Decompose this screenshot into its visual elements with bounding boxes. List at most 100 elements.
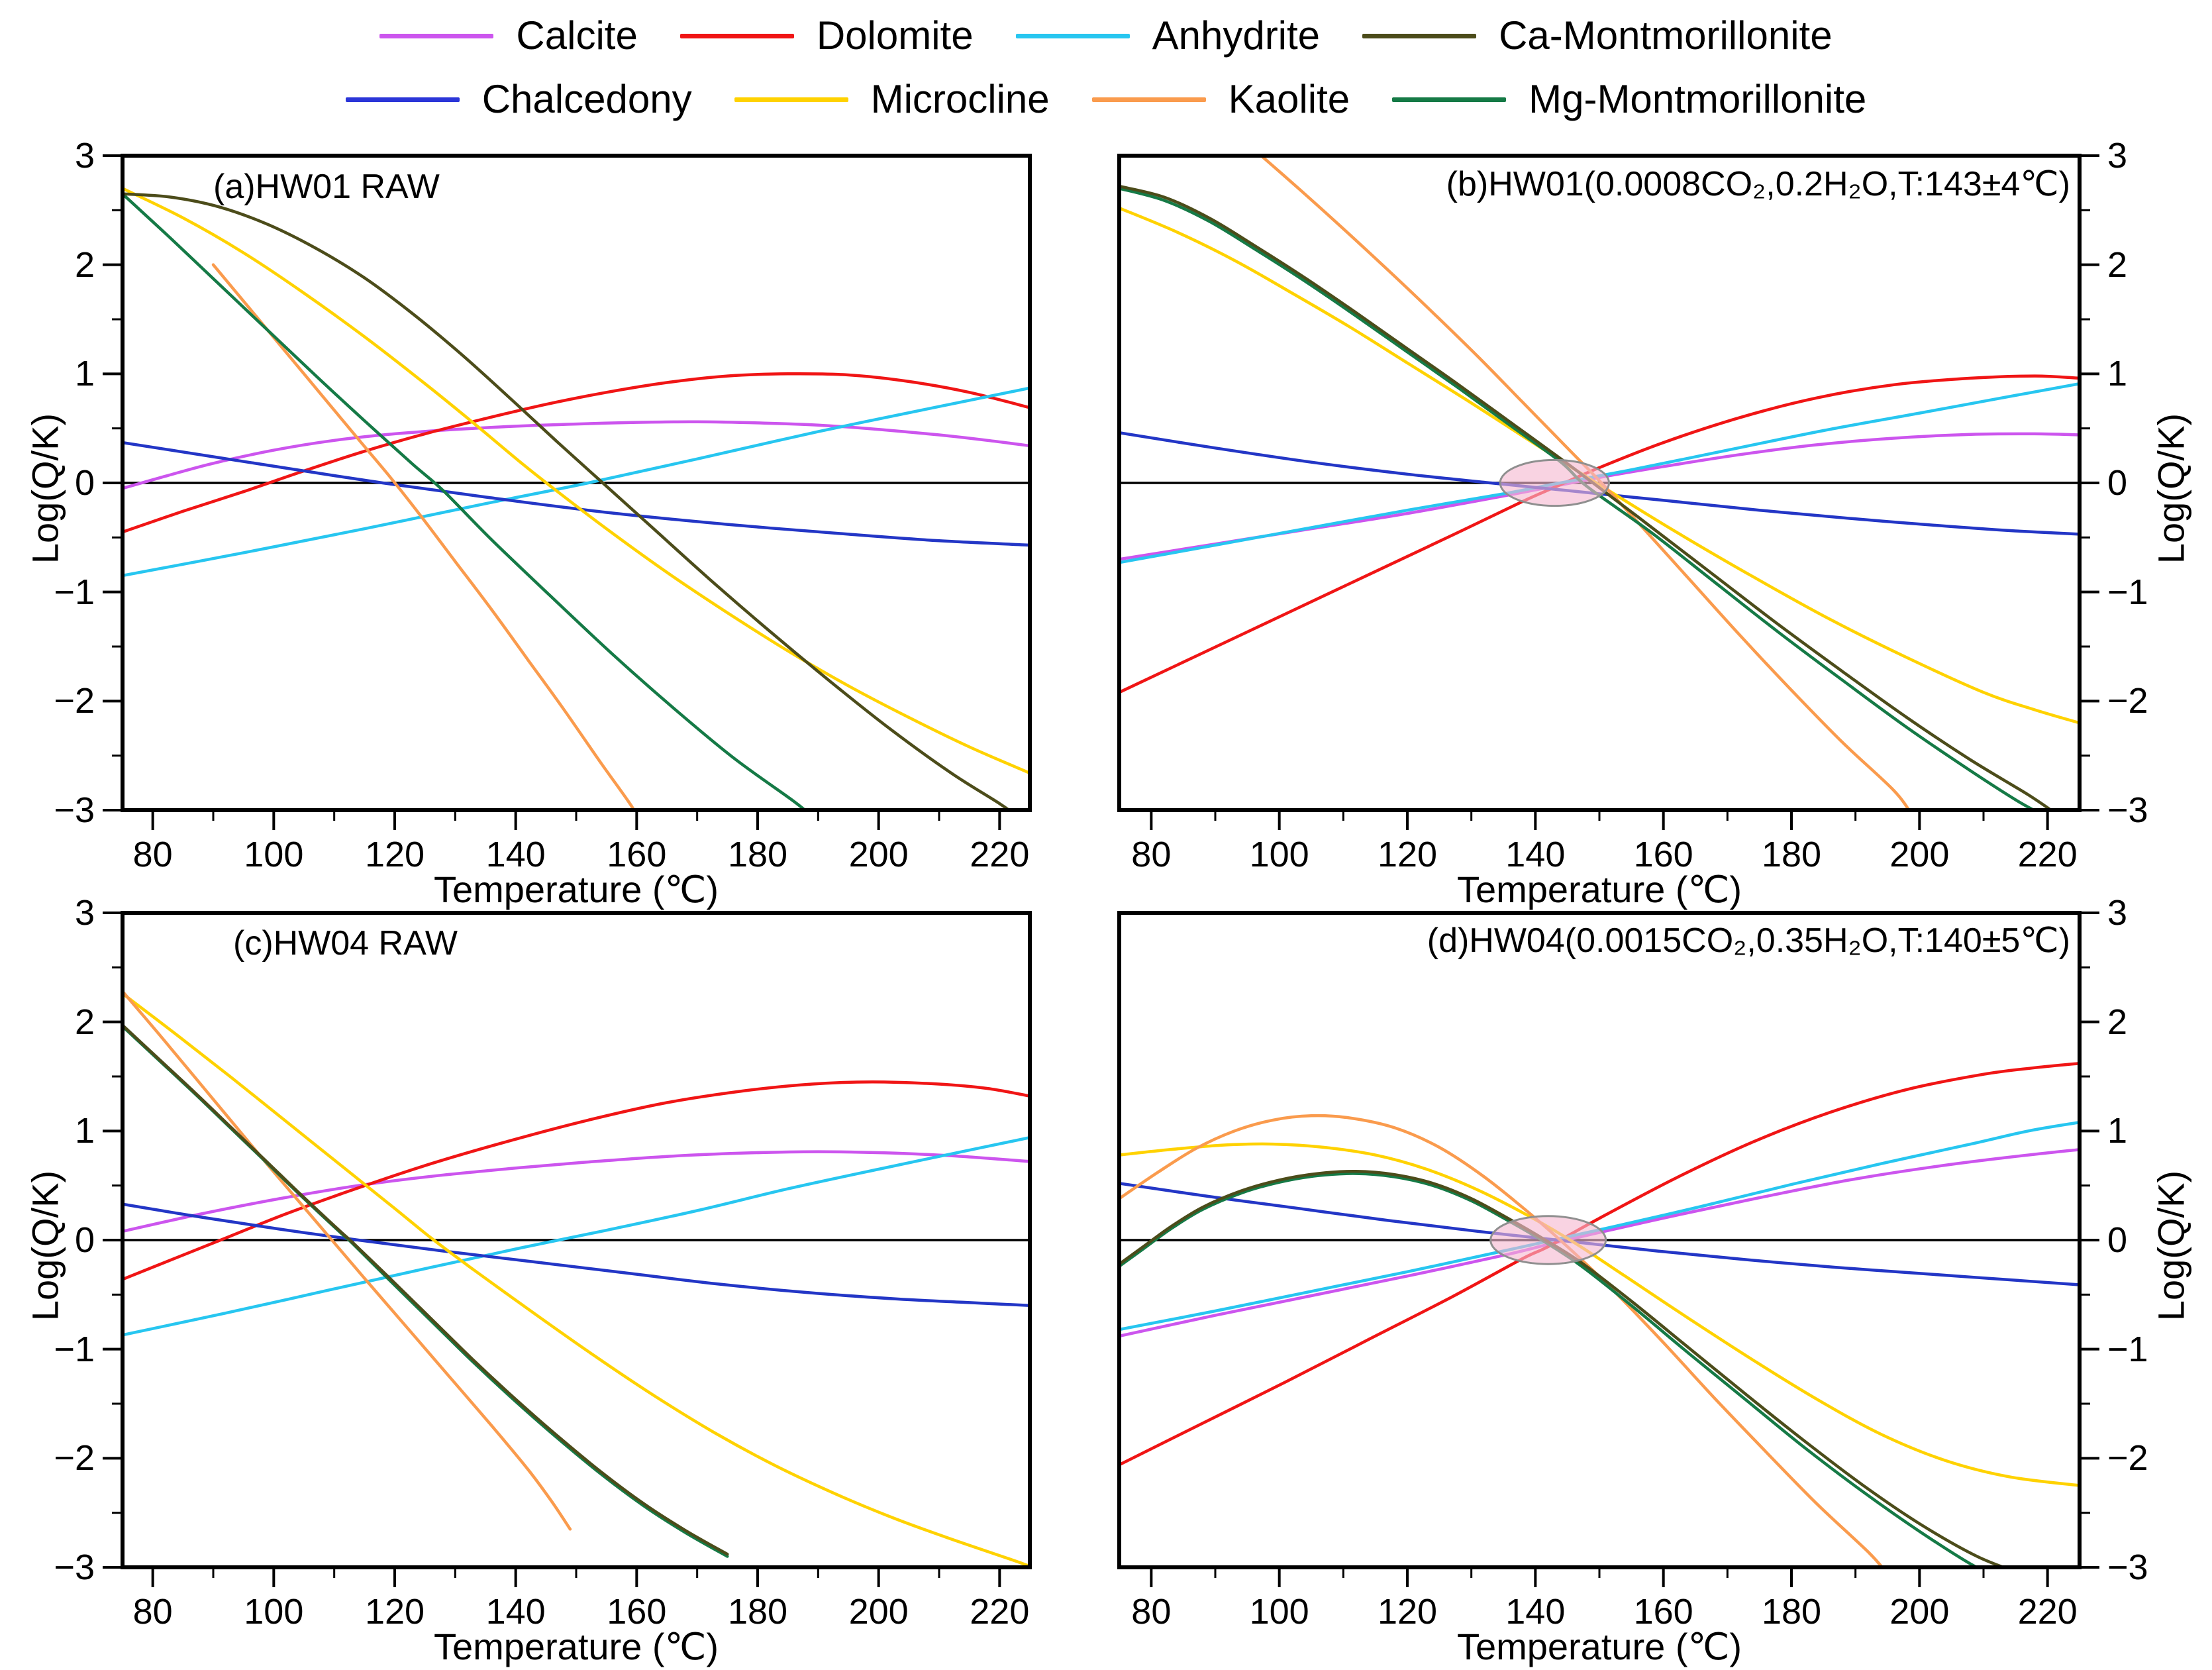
panel-c-curve-calcite: [123, 1150, 1030, 1233]
panel-b-curve-ca-montmorillonite: [1119, 184, 2054, 810]
panel-a-x-tick-200: 200: [848, 835, 909, 874]
panel-d-x-axis-title: Temperature (℃): [1456, 1626, 1742, 1667]
panel-c-curve-kaolite: [123, 990, 572, 1531]
panel-a-x-tick-220: 220: [970, 835, 1030, 874]
panel-d-plot: [1117, 911, 2099, 1587]
panel-c-y-tick-1: 1: [74, 1111, 95, 1151]
anhydrite-line-swatch: [1015, 33, 1130, 38]
panel-c-x-axis-title: Temperature (℃): [433, 1626, 719, 1667]
legend-row-1: Calcite Dolomite Anhydrite Ca-Montmorill…: [0, 4, 2212, 68]
ca-montmorillonite-line-swatch: [1362, 33, 1477, 38]
panel-a-x-axis-title: Temperature (℃): [433, 868, 719, 910]
legend-item-chalcedony: Chalcedony: [345, 77, 692, 121]
panel-b-y-tick-0: 0: [2107, 463, 2128, 503]
panel-b-title: (b)HW01(0.0008CO₂,0.2H₂O,T:143±4℃): [1446, 165, 2070, 203]
panel-b-x-axis-title: Temperature (℃): [1456, 868, 1742, 910]
panel-c-x-tick-140: 140: [485, 1592, 546, 1632]
panel-d-y-tick-0: 0: [2107, 1220, 2128, 1260]
panel-c-y-tick-3: 3: [74, 893, 95, 933]
panel-a-x-tick-140: 140: [485, 835, 546, 874]
panel-a-y-tick--1: −1: [54, 572, 95, 612]
panel-b-y-tick-2: 2: [2107, 244, 2128, 285]
panel-c-x-tick-120: 120: [364, 1592, 425, 1632]
panel-a-curve-kaolite: [211, 263, 636, 810]
panel-c-curve-mg-montmorillonite: [123, 1025, 729, 1558]
panel-d-x-tick-120: 120: [1377, 1592, 1438, 1632]
panel-a-curve-mg-montmorillonite: [123, 192, 807, 810]
panel-a-y-tick-0: 0: [74, 463, 95, 503]
panel-c-curve-ca-montmorillonite: [123, 1023, 729, 1556]
panel-d-y-tick-2: 2: [2107, 1002, 2128, 1042]
panel-b-y-tick-1: 1: [2107, 354, 2128, 394]
panel-a-x-tick-180: 180: [727, 835, 788, 874]
legend-item-kaolite: Kaolite: [1091, 77, 1350, 121]
panel-b-x-tick-140: 140: [1505, 835, 1566, 874]
panel-c-x-tick-220: 220: [970, 1592, 1030, 1632]
panel-c-curve-dolomite: [123, 1080, 1030, 1281]
panel-d-y-tick--3: −3: [2107, 1547, 2148, 1587]
legend-label-calcite: Calcite: [516, 13, 638, 58]
mg-montmorillonite-line-swatch: [1392, 97, 1507, 102]
panel-d-title: (d)HW04(0.0015CO₂,0.35H₂O,T:140±5℃): [1427, 921, 2070, 960]
legend-label-chalcedony: Chalcedony: [481, 77, 692, 121]
kaolite-line-swatch: [1091, 97, 1206, 102]
panel-c-curve-microcline: [123, 992, 1030, 1567]
legend-row-2: Chalcedony Microcline Kaolite Mg-Montmor…: [0, 68, 2212, 131]
panel-b-x-tick-160: 160: [1633, 835, 1693, 874]
panel-d-x-tick-200: 200: [1889, 1592, 1950, 1632]
panel-b-y-tick--3: −3: [2107, 790, 2148, 830]
panel-d-curve-microcline: [1119, 1142, 2080, 1487]
panel-c-title: (c)HW04 RAW: [233, 924, 458, 963]
legend-item-microcline: Microcline: [734, 79, 1050, 119]
panel-d-curve-dolomite: [1119, 1061, 2080, 1467]
legend-item-mg-montmorillonite: Mg-Montmorillonite: [1392, 79, 1866, 119]
dolomite-line-swatch: [679, 33, 794, 38]
panel-b-y-tick--2: −2: [2107, 681, 2148, 721]
panel-a-x-tick-120: 120: [364, 835, 425, 874]
panel-a-curve-calcite: [123, 420, 1030, 490]
panel-b-x-tick-220: 220: [2017, 835, 2078, 874]
panel-a-x-tick-80: 80: [132, 835, 173, 874]
panel-a-curve-ca-montmorillonite: [123, 192, 1012, 810]
panel-b-x-tick-120: 120: [1377, 835, 1438, 874]
panel-c-y-tick-2: 2: [74, 1002, 95, 1042]
panel-c-y-tick-0: 0: [74, 1220, 95, 1260]
panel-c-x-tick-80: 80: [132, 1592, 173, 1632]
panel-b-y-tick--1: −1: [2107, 572, 2148, 612]
panel-d-x-tick-140: 140: [1505, 1592, 1566, 1632]
panel-c-x-tick-180: 180: [727, 1592, 788, 1632]
legend-label-kaolite: Kaolite: [1228, 77, 1350, 121]
panel-a-y-tick--3: −3: [54, 790, 95, 830]
panel-a-curve-dolomite: [123, 372, 1030, 534]
panel-a-curve-chalcedony: [123, 441, 1030, 547]
panel-c-curve-anhydrite: [123, 1135, 1030, 1337]
panel-b-curve-microcline: [1119, 206, 2080, 725]
panel-d-convergence-ellipse: [1489, 1215, 1607, 1265]
panel-d-y-tick--2: −2: [2107, 1438, 2148, 1479]
panel-d-x-tick-180: 180: [1761, 1592, 1822, 1632]
panel-b-x-tick-100: 100: [1249, 835, 1309, 874]
panel-c-x-tick-200: 200: [848, 1592, 909, 1632]
panel-a-y-tick-2: 2: [74, 244, 95, 285]
panel-a-y-tick--2: −2: [54, 681, 95, 721]
panel-b-x-tick-200: 200: [1889, 835, 1950, 874]
panel-b-convergence-ellipse: [1499, 458, 1610, 507]
panel-b-plot: [1117, 154, 2099, 830]
legend-item-ca-montmorillonite: Ca-Montmorillonite: [1362, 16, 1833, 56]
microcline-line-swatch: [734, 97, 848, 102]
panel-c-plot: [103, 911, 1032, 1587]
panel-b-x-tick-180: 180: [1761, 835, 1822, 874]
panel-a-curve-microcline: [123, 187, 1030, 775]
panel-d-curve-kaolite: [1119, 1114, 1884, 1567]
panel-d-x-tick-220: 220: [2017, 1592, 2078, 1632]
legend: Calcite Dolomite Anhydrite Ca-Montmorill…: [0, 4, 2212, 131]
panel-d-y-tick--1: −1: [2107, 1329, 2148, 1369]
panel-a-y-tick-1: 1: [74, 354, 95, 394]
panel-d-curve-anhydrite: [1119, 1120, 2080, 1331]
panel-c-y-tick--1: −1: [54, 1329, 95, 1369]
panel-c-y-tick--2: −2: [54, 1438, 95, 1479]
panel-c-y-tick--3: −3: [54, 1547, 95, 1587]
panel-a-curve-anhydrite: [123, 386, 1030, 578]
panel-d-x-tick-160: 160: [1633, 1592, 1693, 1632]
